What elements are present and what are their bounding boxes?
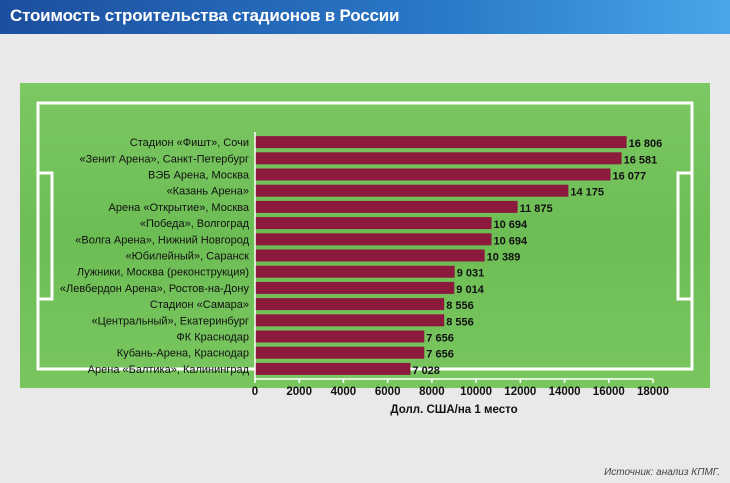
x-tick-label: 0: [252, 386, 258, 398]
bar: [255, 314, 445, 327]
category-label: «Победа», Волгоград: [140, 218, 250, 230]
x-tick-label: 4000: [331, 386, 357, 398]
left-goal-area: [36, 171, 54, 301]
data-label: 9 031: [457, 268, 485, 280]
bar: [255, 330, 425, 343]
x-tick-label: 10000: [460, 386, 492, 398]
x-tick-label: 14000: [549, 386, 581, 398]
chart-header: Стоимость строительства стадионов в Росс…: [0, 0, 730, 34]
category-label: «Юбилейный», Саранск: [125, 251, 249, 263]
data-label: 9 014: [456, 284, 484, 296]
bar: [255, 168, 611, 181]
category-label: Стадион «Фишт», Сочи: [130, 137, 249, 149]
data-label: 8 556: [446, 316, 474, 328]
x-tick-label: 8000: [419, 386, 445, 398]
category-label: «Центральный», Екатеринбург: [92, 315, 249, 327]
x-axis-title: Долл. США/на 1 место: [390, 404, 517, 416]
data-label: 10 694: [494, 235, 529, 247]
source-note: Источник: анализ КПМГ.: [604, 467, 720, 478]
category-label: ВЭБ Арена, Москва: [148, 170, 250, 182]
bar: [255, 217, 492, 230]
bar: [255, 265, 455, 278]
bar: [255, 249, 485, 262]
category-label: Лужники, Москва (реконструкция): [77, 267, 249, 279]
category-label: «Зенит Арена», Санкт-Петербург: [80, 153, 249, 165]
category-label: Арена «Балтика», Калининград: [88, 364, 250, 376]
bar: [255, 200, 518, 213]
bar: [255, 346, 425, 359]
category-label: Стадион «Самара»: [150, 299, 249, 311]
bar: [255, 362, 411, 375]
x-tick-label: 18000: [637, 386, 669, 398]
data-label: 16 581: [624, 154, 658, 166]
bars-layer: Стадион «Фишт», Сочи 16 806 «Зенит Арена»,…: [60, 136, 662, 377]
category-label: Кубань-Арена, Краснодар: [117, 348, 249, 360]
category-label: Арена «Открытие», Москва: [109, 202, 250, 214]
data-label: 14 175: [570, 187, 604, 199]
chart-title: Стоимость строительства стадионов в Росс…: [10, 6, 400, 25]
bar: [255, 281, 455, 294]
data-label: 7 028: [412, 365, 440, 377]
x-tick-label: 12000: [504, 386, 536, 398]
category-label: «Казань Арена»: [167, 186, 249, 198]
bar: [255, 233, 492, 246]
x-axis: 0 2000 4000 6000 8000 10000 12000 14000 16000 180…: [252, 132, 669, 416]
x-tick-label: 16000: [593, 386, 625, 398]
bar: [255, 298, 445, 311]
data-label: 8 556: [446, 300, 474, 312]
data-label: 10 694: [494, 219, 529, 231]
x-tick-label: 6000: [375, 386, 401, 398]
bar: [255, 184, 569, 197]
data-label: 11 875: [520, 203, 553, 215]
category-label: «Левбердон Арена», Ростов-на-Дону: [60, 283, 250, 295]
bar: [255, 152, 622, 165]
data-label: 10 389: [487, 252, 521, 264]
data-label: 16 806: [629, 138, 663, 150]
x-tick-label: 2000: [286, 386, 312, 398]
bar: [255, 136, 627, 149]
category-label: ФК Краснодар: [176, 332, 249, 344]
data-label: 7 656: [426, 333, 454, 345]
data-label: 16 077: [613, 171, 647, 183]
category-label: «Волга Арена», Нижний Новгород: [75, 234, 249, 246]
data-label: 7 656: [426, 349, 454, 361]
right-goal-area: [676, 171, 694, 301]
